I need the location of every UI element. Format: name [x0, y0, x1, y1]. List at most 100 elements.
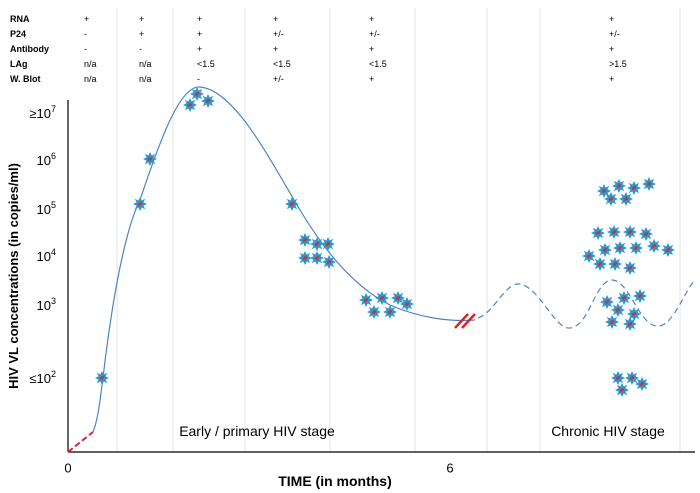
cell: <1.5	[369, 59, 387, 69]
virus-icon	[647, 239, 661, 253]
virus-icon	[143, 152, 157, 166]
virus-icon	[183, 98, 197, 112]
y-tick-label: 105	[37, 200, 56, 217]
y-tick-exp: 6	[51, 151, 56, 161]
cell: +	[197, 14, 202, 24]
virus-icon	[321, 237, 335, 251]
virus-icon	[604, 192, 618, 206]
y-tick-label: 103	[37, 296, 56, 313]
column-separators	[116, 8, 681, 452]
cell: +	[84, 14, 89, 24]
virus-icon	[613, 241, 627, 255]
row-label: W. Blot	[10, 74, 41, 84]
cell: +	[609, 14, 614, 24]
virus-icon	[285, 197, 299, 211]
virus-icon	[383, 305, 397, 319]
virus-icon	[615, 383, 629, 397]
y-tick-base: 10	[37, 298, 51, 313]
virus-icon	[310, 251, 324, 265]
cell: -	[84, 29, 87, 39]
virus-icon	[617, 291, 631, 305]
cell: +	[139, 29, 144, 39]
virus-icon	[598, 243, 612, 257]
chronic-curve	[477, 279, 696, 329]
cell: +	[197, 44, 202, 54]
y-tick-label: 106	[37, 151, 56, 168]
cell: +	[369, 74, 374, 84]
stage-label: Chronic HIV stage	[551, 423, 665, 439]
y-tick-exp: 4	[51, 247, 56, 257]
cell: <1.5	[273, 59, 291, 69]
cell: +	[609, 44, 614, 54]
stage-label: Early / primary HIV stage	[179, 423, 335, 439]
cell: +	[197, 29, 202, 39]
y-tick-label: 104	[37, 247, 56, 264]
cell: +/-	[609, 29, 620, 39]
virus-icon	[619, 192, 633, 206]
virus-icon	[627, 181, 641, 195]
virus-icon	[600, 295, 614, 309]
cell: -	[139, 44, 142, 54]
virus-icon	[608, 257, 622, 271]
virus-icon	[611, 371, 625, 385]
cell: +	[139, 14, 144, 24]
cell: +/-	[273, 74, 284, 84]
row-label: P24	[10, 29, 26, 39]
virus-icon	[95, 371, 109, 385]
x-tick-label: 0	[64, 461, 71, 476]
virus-icon	[367, 305, 381, 319]
y-tick-base: 10	[37, 249, 51, 264]
cell: n/a	[84, 59, 97, 69]
cell: +	[273, 14, 278, 24]
cell: -	[84, 44, 87, 54]
cell: >1.5	[609, 59, 627, 69]
y-tick-exp: 5	[51, 200, 56, 210]
y-tick-exp: 2	[51, 369, 56, 379]
virus-icon	[133, 197, 147, 211]
virus-icon	[605, 315, 619, 329]
cell: n/a	[139, 74, 152, 84]
marker-table: RNA + + + + + + P24 - + + +/- +/- +/- Antibody - - + + + + LA…	[10, 14, 627, 84]
virus-icons	[95, 87, 675, 397]
virus-icon	[400, 297, 414, 311]
virus-icon	[623, 317, 637, 331]
cell: +	[369, 44, 374, 54]
virus-icon	[629, 241, 643, 255]
y-tick-base: ≥10	[29, 106, 51, 121]
cell: n/a	[84, 74, 97, 84]
virus-icon	[623, 225, 637, 239]
virus-icon	[201, 94, 215, 108]
cell: +/-	[369, 29, 380, 39]
y-tick-label: ≤102	[29, 369, 56, 386]
virus-icon	[612, 179, 626, 193]
row-label: LAg	[10, 59, 28, 69]
virus-icon	[642, 177, 656, 191]
virus-icon	[661, 243, 675, 257]
break-mark	[454, 313, 476, 329]
y-tick-exp: 7	[51, 104, 56, 114]
y-tick-base: 10	[37, 202, 51, 217]
y-title: HIV VL concentrations (in copies/ml)	[6, 163, 21, 389]
virus-icon	[298, 233, 312, 247]
virus-icon	[639, 227, 653, 241]
virus-icon	[633, 289, 647, 303]
y-tick-base: 10	[37, 153, 51, 168]
initial-segment	[67, 431, 94, 453]
cell: -	[197, 74, 200, 84]
virus-icon	[375, 291, 389, 305]
viral-load-curve	[92, 86, 476, 433]
y-tick-exp: 3	[51, 296, 56, 306]
virus-icon	[607, 225, 621, 239]
virus-icon	[593, 257, 607, 271]
virus-icon	[625, 371, 639, 385]
virus-icon	[322, 255, 336, 269]
y-tick-label: ≥107	[29, 104, 56, 121]
cell: +	[609, 74, 614, 84]
row-label: Antibody	[10, 44, 49, 54]
cell: +	[369, 14, 374, 24]
virus-icon	[298, 251, 312, 265]
x-tick-label: 6	[446, 461, 453, 476]
row-label: RNA	[10, 14, 30, 24]
